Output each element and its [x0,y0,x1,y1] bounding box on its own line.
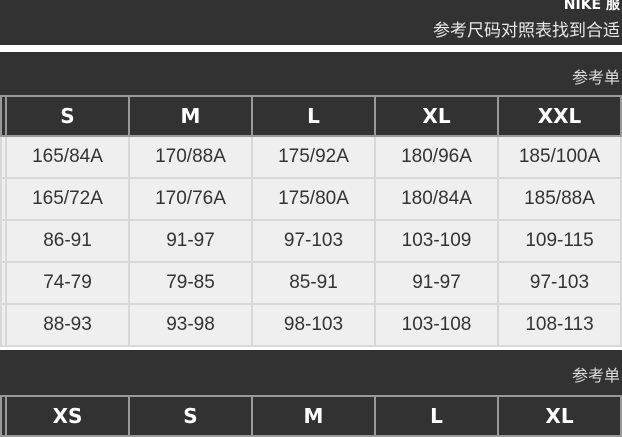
table-row: 74-79 79-85 85-91 91-97 97-103 [0,261,622,305]
cell: 91-97 [374,261,499,305]
subtitle: 参考尺码对照表找到合适 [433,21,620,41]
cell: 180/96A [374,135,499,179]
cell: 170/88A [128,135,253,179]
cell [0,261,7,305]
col-header: XL [497,395,622,437]
size-table-2: XS S M L XL [0,395,622,437]
col-header: L [251,95,376,137]
cell: 103-108 [374,303,499,347]
cell [0,177,7,221]
col-header: S [5,95,130,137]
col-header: XS [5,395,130,437]
cell: 175/92A [251,135,376,179]
table-row: 88-93 93-98 98-103 103-108 108-113 [0,303,622,347]
cell [0,219,7,263]
cell [0,303,7,347]
reference-label: 参考单 [571,68,620,87]
header-row: S M L XL XXL [0,95,622,137]
cell: 185/88A [497,177,622,221]
cell: 165/84A [5,135,130,179]
reference-label: 参考单 [571,366,620,385]
cell: 98-103 [251,303,376,347]
table-row: 86-91 91-97 97-103 103-109 109-115 [0,219,622,263]
cell: 103-109 [374,219,499,263]
col-header: M [251,395,376,437]
cell: 165/72A [5,177,130,221]
cell [0,135,7,179]
table2-banner: 参考单 [0,350,622,395]
cell: 86-91 [5,219,130,263]
cell: 93-98 [128,303,253,347]
brand-title: NIKE 服 [563,0,620,13]
col-header: S [128,395,253,437]
col-header: M [128,95,253,137]
cell: 175/80A [251,177,376,221]
col-header [0,95,7,137]
cell: 74-79 [5,261,130,305]
cell: 109-115 [497,219,622,263]
title-banner: NIKE 服 参考尺码对照表找到合适 [0,0,622,45]
cell: 91-97 [128,219,253,263]
header-row: XS S M L XL [0,395,622,437]
cell: 108-113 [497,303,622,347]
col-header: XXL [497,95,622,137]
cell: 97-103 [251,219,376,263]
cell: 88-93 [5,303,130,347]
size-table-1: S M L XL XXL 165/84A 170/88A 175/92A 180… [0,95,622,347]
table1-banner: 参考单 [0,52,622,95]
cell: 85-91 [251,261,376,305]
cell: 185/100A [497,135,622,179]
cell: 97-103 [497,261,622,305]
col-header: XL [374,95,499,137]
cell: 170/76A [128,177,253,221]
col-header: L [374,395,499,437]
table-row: 165/84A 170/88A 175/92A 180/96A 185/100A [0,135,622,179]
cell: 180/84A [374,177,499,221]
table-row: 165/72A 170/76A 175/80A 180/84A 185/88A [0,177,622,221]
cell: 79-85 [128,261,253,305]
